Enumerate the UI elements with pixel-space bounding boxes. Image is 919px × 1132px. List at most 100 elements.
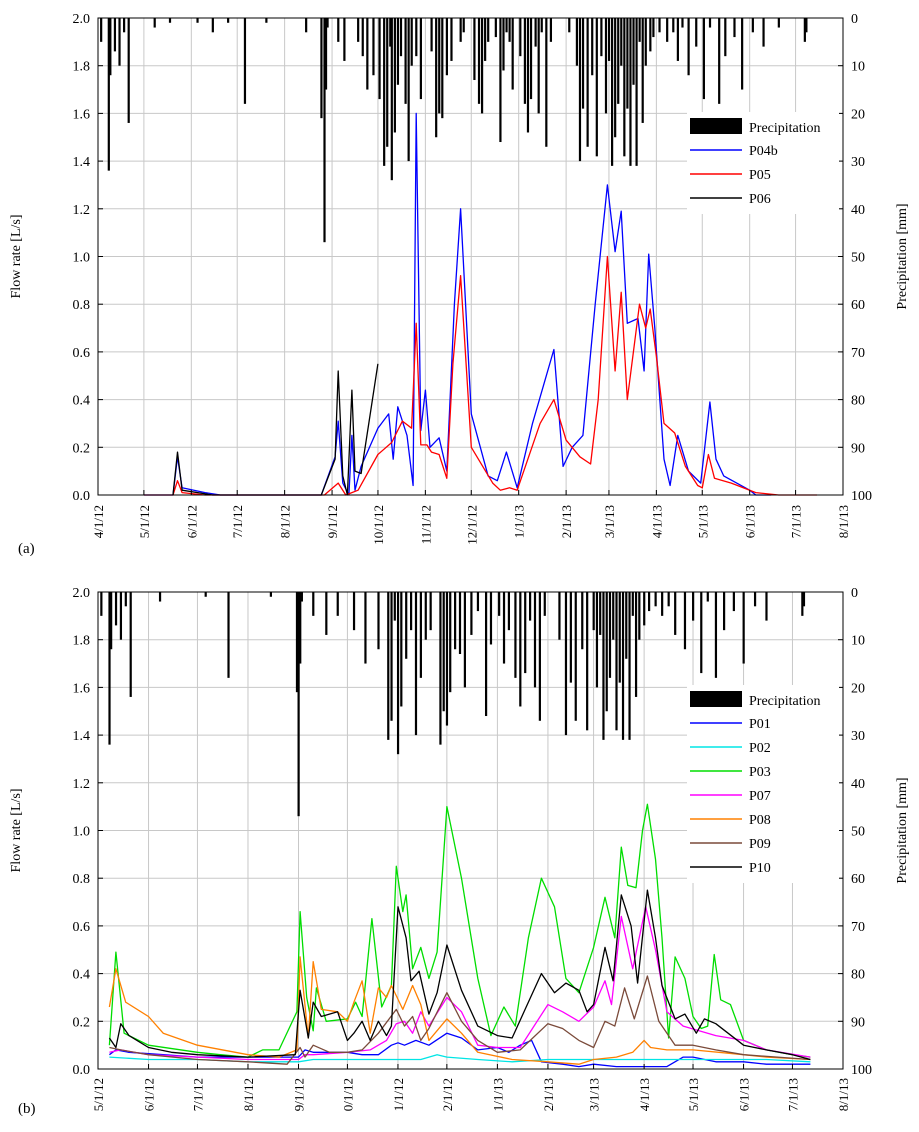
- precipitation-bar: [751, 18, 754, 33]
- precipitation-bar: [445, 592, 449, 726]
- y2-tick-label: 20: [851, 681, 865, 696]
- legend-label-p03: P03: [749, 765, 771, 780]
- precipitation-bar: [300, 592, 303, 602]
- x-tick-label: 2/1/13: [559, 505, 574, 538]
- y-tick-label: 1.4: [73, 155, 91, 170]
- precipitation-bar: [714, 592, 718, 678]
- precipitation-bar: [708, 18, 712, 28]
- y-tick-label: 0.4: [73, 394, 91, 409]
- x-tick-label: 1/1/13: [512, 505, 527, 538]
- precipitation-bar: [326, 18, 329, 28]
- precipitation-bar: [265, 18, 268, 23]
- precipitation-bar: [802, 592, 806, 607]
- panel-b-y2-axis-label: Precipitation [mm]: [895, 777, 910, 883]
- legend-label-p10: P10: [749, 861, 771, 876]
- precipitation-bar: [445, 18, 448, 76]
- panel-b-x-axis-ticks: 5/1/12 6/1/12 7/1/12 8/1/12 9/1/12 0/1/12 1/1/…: [91, 1064, 851, 1111]
- y2-tick-label: 50: [851, 251, 865, 266]
- y2-tick-label: 90: [851, 441, 865, 456]
- precipitation-bar: [534, 18, 537, 47]
- y2-tick-label: 70: [851, 920, 865, 935]
- precipitation-bar: [502, 18, 505, 71]
- precipitation-bar: [390, 18, 393, 181]
- y2-tick-label: 0: [851, 12, 858, 27]
- precipitation-bar: [765, 592, 768, 621]
- precipitation-bar: [407, 18, 410, 162]
- precipitation-bar: [390, 592, 393, 721]
- precipitation-bar: [762, 18, 765, 47]
- series-line-p05: [143, 255, 817, 496]
- y2-tick-label: 60: [851, 872, 865, 887]
- precipitation-bar: [803, 18, 806, 42]
- precipitation-bar: [621, 592, 625, 740]
- precipitation-bar: [568, 18, 571, 33]
- precipitation-bar: [599, 592, 602, 635]
- precipitation-bar: [666, 18, 669, 42]
- precipitation-bar: [414, 592, 418, 736]
- legend-precipitation-label: Precipitation: [749, 694, 821, 709]
- x-tick-label: 6/1/13: [743, 505, 758, 538]
- precipitation-bar: [732, 592, 735, 612]
- precipitation-bar: [644, 18, 647, 66]
- precipitation-bar: [168, 18, 172, 23]
- x-tick-label: 1/1/12: [391, 1078, 406, 1111]
- precipitation-bar: [352, 592, 356, 631]
- precipitation-bar: [505, 18, 508, 33]
- y2-tick-label: 100: [851, 489, 872, 504]
- precipitation-bar: [325, 592, 328, 635]
- legend-label-p08: P08: [749, 813, 771, 828]
- precipitation-bar: [158, 592, 162, 602]
- y2-tick-label: 80: [851, 968, 865, 983]
- precipitation-bar: [123, 18, 126, 33]
- panel-b: 0.00.20.40.60.81.01.21.41.61.82.0 100908…: [9, 586, 910, 1117]
- x-tick-label: 5/1/13: [695, 505, 710, 538]
- x-tick-label: 6/1/12: [184, 505, 199, 538]
- precipitation-bar: [204, 592, 207, 597]
- y2-tick-label: 30: [851, 155, 865, 170]
- precipitation-bar: [484, 18, 487, 61]
- precipitation-bar: [533, 592, 537, 688]
- precipitation-bar: [523, 18, 527, 104]
- precipitation-bar: [458, 592, 462, 655]
- y-tick-label: 0.0: [73, 1063, 91, 1078]
- y2-tick-label: 40: [851, 777, 865, 792]
- precipitation-bar: [435, 18, 438, 138]
- y2-tick-label: 90: [851, 1015, 865, 1030]
- precipitation-bar: [564, 592, 568, 736]
- y-tick-label: 1.0: [73, 825, 91, 840]
- panel-a-label: (a): [18, 541, 35, 557]
- y2-tick-label: 20: [851, 107, 865, 122]
- panel-a-x-axis-ticks: 4/1/12 5/1/12 6/1/12 7/1/12 8/1/12 9/1/12 10/1…: [91, 490, 851, 545]
- precipitation-bar: [110, 592, 113, 650]
- y2-tick-label: 100: [851, 1063, 872, 1078]
- series-line-p09: [109, 975, 811, 1065]
- series-line-p10: [108, 889, 811, 1061]
- y-tick-label: 1.0: [73, 251, 91, 266]
- y-tick-label: 1.8: [73, 634, 91, 649]
- precipitation-bar: [477, 18, 481, 104]
- precipitation-bar: [100, 18, 103, 42]
- precipitation-bar: [514, 592, 517, 678]
- y-tick-label: 1.2: [73, 777, 91, 792]
- precipitation-bar: [107, 18, 110, 171]
- panel-b-precipitation-bars: [100, 592, 806, 817]
- x-tick-label: 3/1/13: [602, 505, 617, 538]
- precipitation-bar: [419, 18, 422, 100]
- precipitation-bar: [569, 592, 572, 683]
- precipitation-bar: [404, 18, 407, 104]
- precipitation-bar: [508, 18, 511, 42]
- x-tick-label: 3/1/13: [587, 1078, 602, 1111]
- precipitation-bar: [109, 18, 112, 76]
- legend-label-p06: P06: [749, 192, 771, 207]
- y2-tick-label: 80: [851, 394, 865, 409]
- precipitation-bar: [410, 18, 413, 66]
- x-tick-label: 4/1/12: [91, 505, 106, 538]
- precipitation-bar: [480, 18, 484, 114]
- precipitation-bar: [629, 18, 632, 166]
- precipitation-bar: [615, 592, 618, 731]
- x-tick-label: 12/1/12: [464, 505, 479, 545]
- precipitation-bar: [654, 592, 657, 607]
- legend-precipitation-swatch: [690, 691, 742, 707]
- precipitation-bar: [674, 592, 677, 635]
